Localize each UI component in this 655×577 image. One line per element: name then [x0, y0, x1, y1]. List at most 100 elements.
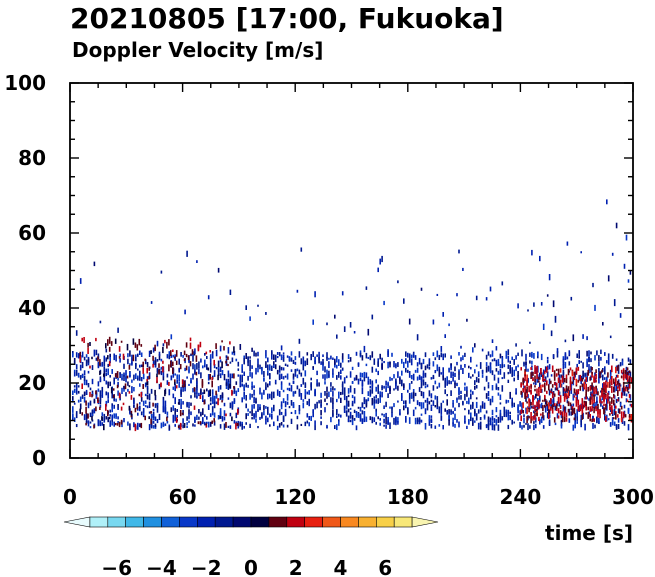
echo-point	[269, 364, 271, 371]
echo-point	[154, 360, 157, 367]
echo-point	[379, 397, 381, 403]
echo-point	[408, 383, 411, 390]
echo-point	[199, 421, 202, 425]
echo-point	[206, 416, 208, 420]
echo-point	[438, 424, 441, 427]
echo-point	[304, 395, 307, 400]
echo-point	[383, 413, 385, 418]
echo-point	[511, 419, 513, 425]
echo-point	[503, 372, 506, 379]
echo-point	[353, 396, 356, 404]
echo-point	[371, 366, 374, 373]
echo-point	[280, 411, 283, 415]
echo-point	[231, 357, 234, 363]
echo-point	[158, 383, 161, 390]
echo-point	[314, 291, 316, 298]
echo-point	[361, 379, 364, 386]
echo-point	[257, 358, 259, 365]
echo-point	[499, 394, 502, 400]
echo-point	[114, 373, 117, 378]
echo-point	[617, 399, 619, 402]
echo-point	[77, 390, 80, 394]
echo-point	[531, 360, 533, 365]
echo-point	[410, 381, 413, 384]
echo-point	[606, 360, 608, 364]
echo-point	[379, 258, 381, 265]
echo-point	[505, 399, 508, 404]
echo-point	[509, 414, 511, 421]
echo-point	[249, 356, 251, 359]
echo-point	[487, 423, 490, 431]
echo-point	[533, 302, 535, 307]
echo-point	[328, 391, 330, 398]
echo-point	[548, 384, 550, 391]
echo-point	[298, 408, 301, 415]
echo-point	[584, 423, 586, 431]
echo-point	[420, 376, 423, 382]
echo-point	[170, 354, 173, 358]
echo-point	[263, 405, 265, 411]
echo-point	[194, 348, 196, 355]
echo-point	[205, 351, 208, 355]
echo-point	[489, 362, 492, 365]
echo-point	[416, 334, 419, 341]
echo-point	[609, 422, 612, 426]
echo-point	[511, 401, 513, 406]
echo-point	[166, 415, 169, 418]
echo-point	[530, 401, 532, 406]
echo-point	[133, 387, 135, 392]
echo-point	[231, 373, 234, 379]
echo-point	[213, 418, 215, 423]
echo-point	[599, 371, 601, 379]
echo-point	[456, 293, 458, 297]
echo-point	[540, 413, 542, 416]
echo-point	[160, 366, 163, 370]
echo-point	[546, 405, 549, 412]
echo-point	[522, 402, 524, 409]
echo-point	[150, 350, 152, 354]
echo-point	[450, 371, 452, 378]
echo-point	[269, 393, 271, 399]
echo-point	[582, 376, 584, 380]
echo-point	[533, 353, 535, 359]
echo-point	[332, 391, 334, 397]
echo-point	[454, 407, 456, 411]
echo-point	[249, 423, 251, 428]
echo-point	[580, 375, 582, 383]
echo-point	[622, 381, 625, 385]
echo-point	[343, 377, 346, 384]
echo-point	[326, 386, 328, 392]
echo-point	[546, 366, 548, 373]
echo-point	[146, 376, 149, 380]
echo-point	[558, 391, 561, 396]
echo-point	[204, 363, 206, 368]
echo-point	[312, 351, 314, 357]
echo-point	[312, 366, 314, 369]
echo-point	[160, 370, 163, 376]
echo-point	[613, 408, 616, 416]
echo-point	[491, 370, 494, 376]
echo-point	[509, 411, 511, 415]
echo-point	[620, 405, 623, 410]
echo-point	[113, 353, 115, 361]
echo-point	[152, 416, 155, 420]
echo-point	[150, 301, 153, 304]
echo-point	[618, 385, 621, 392]
colorbar-cell	[125, 516, 144, 528]
echo-point	[534, 388, 536, 392]
echo-point	[574, 413, 576, 420]
echo-point	[505, 355, 508, 359]
echo-point	[99, 320, 102, 324]
echo-point	[209, 374, 211, 380]
echo-point	[103, 413, 106, 421]
echo-point	[408, 371, 411, 378]
echo-point	[332, 373, 334, 378]
echo-point	[241, 423, 243, 430]
echo-point	[405, 358, 407, 364]
echo-point	[576, 416, 578, 421]
echo-point	[546, 390, 548, 394]
echo-point	[434, 380, 437, 385]
echo-point	[375, 408, 377, 412]
echo-point	[533, 424, 535, 431]
echo-point	[120, 419, 123, 425]
